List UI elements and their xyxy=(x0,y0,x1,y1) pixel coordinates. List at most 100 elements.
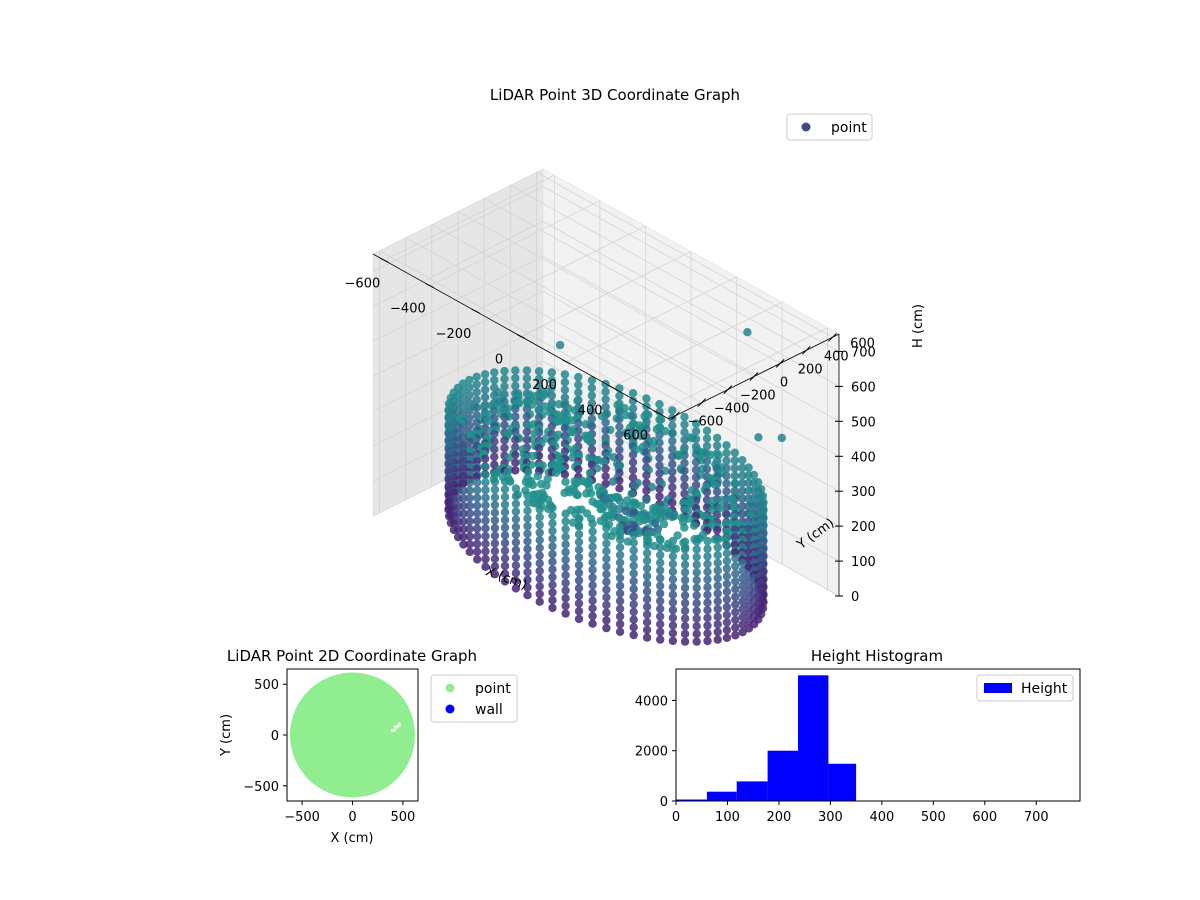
chart-3d-point xyxy=(731,577,740,586)
chart-3d-point xyxy=(615,414,624,424)
chart-3d-point xyxy=(668,621,678,630)
chart-3d-point xyxy=(548,534,557,543)
chart-3d-point xyxy=(706,450,715,460)
chart-3d-point xyxy=(560,370,570,379)
chart-3d-point xyxy=(522,435,532,444)
chart-3d-point xyxy=(615,619,625,629)
chart-3d-point xyxy=(490,445,499,454)
chart-3d-x-tick xyxy=(607,384,617,390)
chart-3d-point xyxy=(629,584,638,594)
chart-3d-legend-label: point xyxy=(831,120,867,136)
chart-3d-point xyxy=(473,509,482,518)
chart-3d-point xyxy=(511,515,521,524)
chart-3d-point xyxy=(629,615,638,624)
chart-3d-point xyxy=(588,581,597,590)
chart-3d-legend: point xyxy=(786,113,873,141)
chart-3d-point xyxy=(511,366,520,375)
chart-3d-point xyxy=(535,505,544,514)
chart-3d-gridline-h xyxy=(372,186,544,272)
chart-3d-point xyxy=(561,586,570,595)
histogram-x-tick-label: 300 xyxy=(818,810,843,825)
chart-3d-point xyxy=(480,385,490,394)
chart-3d-y-tick-label: 200 xyxy=(798,362,823,377)
chart-3d-point xyxy=(481,501,490,510)
chart-3d-point xyxy=(480,370,490,379)
chart-3d-point xyxy=(465,517,474,526)
chart-3d-y-tick-label: −200 xyxy=(740,389,776,404)
chart-3d-point xyxy=(668,475,677,484)
chart-3d-point xyxy=(615,543,625,552)
chart-3d-point xyxy=(738,509,747,519)
chart-3d-point xyxy=(722,625,732,635)
chart-3d-y-tick xyxy=(749,372,759,381)
chart-3d-point xyxy=(668,559,678,569)
chart-3d-point xyxy=(548,565,557,574)
chart-3d-point xyxy=(587,445,597,454)
chart-3d-point xyxy=(744,486,753,495)
chart-3d-point xyxy=(535,520,544,530)
histogram-y-tick-label: 2000 xyxy=(635,745,668,760)
chart-3d-point xyxy=(490,452,499,462)
chart-3d-point xyxy=(716,503,725,513)
chart-3d-point xyxy=(608,512,617,522)
chart-3d-point xyxy=(523,506,532,515)
chart-3d-point xyxy=(574,568,584,577)
histogram-x-tick-label: 600 xyxy=(972,810,997,825)
chart-3d-point xyxy=(668,590,678,599)
chart-3d-point xyxy=(522,374,532,383)
chart-3d-point xyxy=(500,561,510,571)
chart-3d-point xyxy=(629,561,638,570)
chart-3d-x-tick xyxy=(425,283,435,289)
chart-3d-point xyxy=(615,445,624,454)
chart-3d-point xyxy=(680,622,690,631)
chart-3d-point xyxy=(656,596,665,606)
chart-3d-point xyxy=(692,552,701,562)
chart-3d-point xyxy=(744,471,753,480)
chart-3d-point xyxy=(680,614,690,623)
chart-3d-point xyxy=(703,559,712,569)
chart-3d-point xyxy=(642,595,652,604)
chart-3d-point xyxy=(574,553,584,562)
chart-3d-point xyxy=(601,418,610,427)
chart-3d-point xyxy=(668,436,677,446)
chart-3d-point xyxy=(668,406,677,415)
chart-3d-point xyxy=(668,421,677,430)
chart-3d-point xyxy=(561,547,570,557)
chart-3d-point xyxy=(731,569,740,578)
chart-3d-point xyxy=(713,627,722,637)
chart-3d-point xyxy=(601,464,610,473)
chart-2d: LiDAR Point 2D Coordinate Graph −500−500… xyxy=(219,647,518,846)
chart-3d-point xyxy=(642,587,652,596)
chart-3d-point xyxy=(615,422,624,431)
chart-3d-point xyxy=(602,616,611,625)
chart-3d-point xyxy=(511,576,521,585)
chart-3d-point xyxy=(703,536,712,546)
chart-3d-point xyxy=(523,529,532,538)
chart-3d-point xyxy=(642,455,651,465)
chart-3d-point xyxy=(500,436,509,445)
chart-3d-point xyxy=(738,566,747,575)
chart-3d-point xyxy=(500,554,510,563)
chart-3d-point xyxy=(481,508,490,518)
chart-3d-point xyxy=(574,560,584,570)
chart-3d: LiDAR Point 3D Coordinate Graph −600−400… xyxy=(345,86,926,646)
chart-3d-point xyxy=(642,564,652,573)
chart-3d-point xyxy=(561,601,570,611)
chart-3d-point xyxy=(703,629,712,638)
chart-3d-x-tick xyxy=(653,410,662,416)
chart-3d-point xyxy=(615,566,625,575)
chart-3d-point xyxy=(534,374,544,384)
chart-3d-point xyxy=(691,434,701,444)
chart-3d-grid xyxy=(372,171,840,597)
chart-3d-gridline-h xyxy=(372,290,544,377)
chart-3d-point xyxy=(656,589,665,598)
chart-3d-point xyxy=(480,393,490,402)
chart-3d-point xyxy=(738,456,747,465)
chart-2d-xlabel: X (cm) xyxy=(331,831,374,846)
chart-3d-point xyxy=(722,441,731,450)
chart-3d-point xyxy=(560,488,569,498)
chart-3d-point xyxy=(656,627,665,637)
chart-3d-point xyxy=(722,587,732,596)
chart-3d-point xyxy=(465,540,474,549)
chart-3d-x-tick xyxy=(471,308,480,314)
